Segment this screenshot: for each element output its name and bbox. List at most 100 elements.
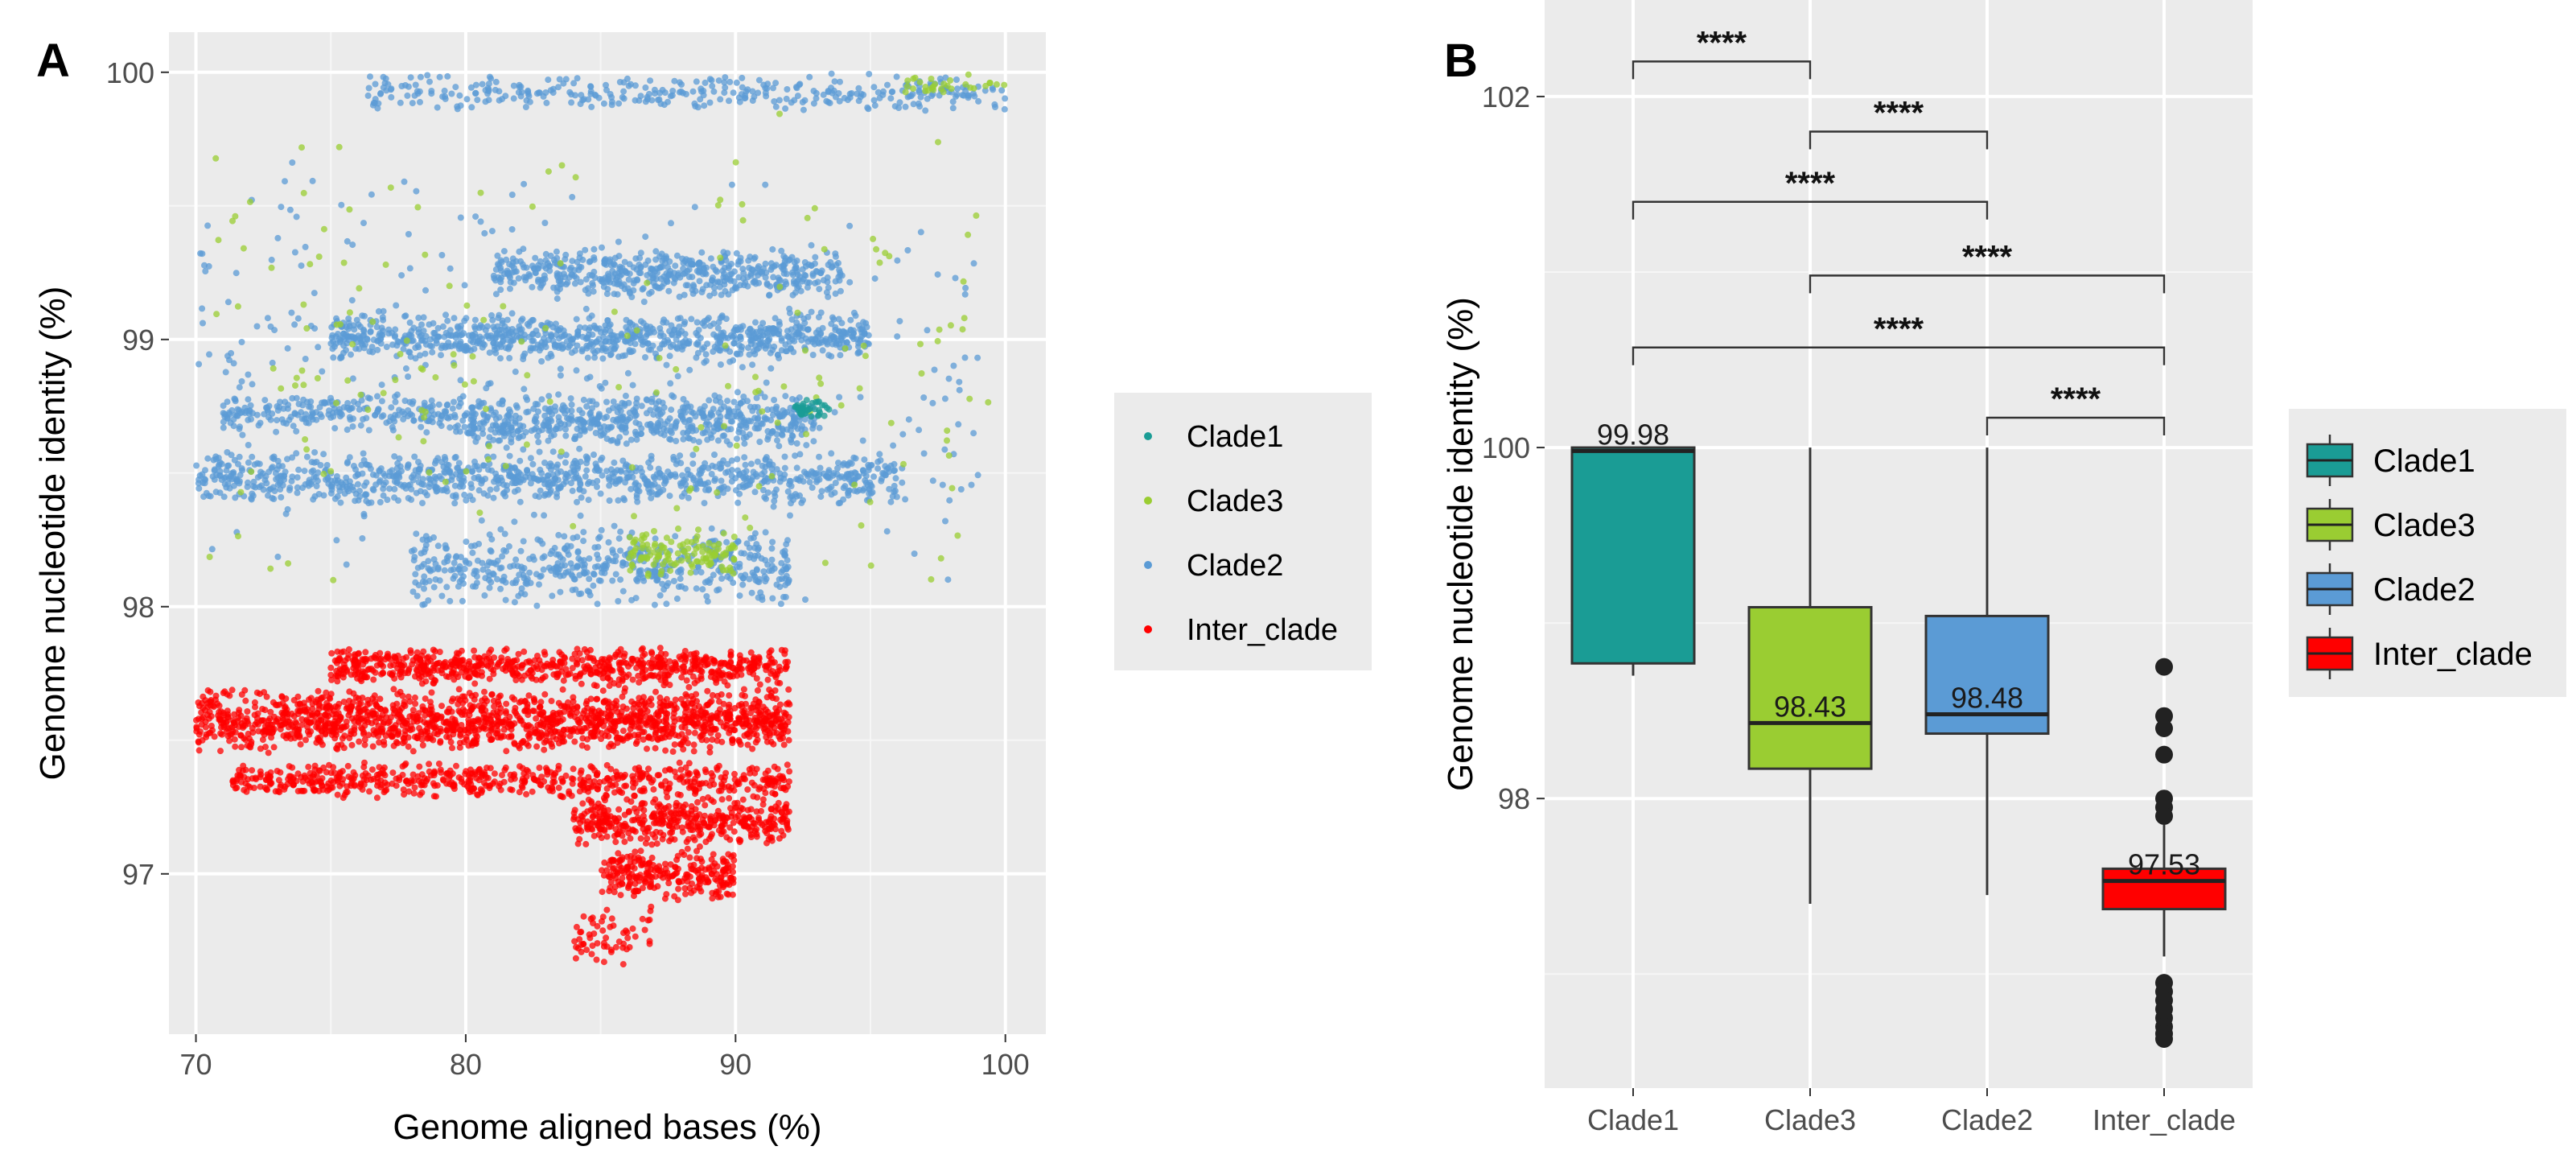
data-point (239, 467, 246, 474)
data-point (492, 86, 499, 93)
data-point (269, 359, 276, 366)
data-point (703, 558, 710, 565)
data-point (327, 468, 335, 475)
data-point (627, 340, 634, 347)
data-point (711, 284, 718, 291)
data-point (365, 427, 372, 434)
data-point (460, 474, 467, 481)
data-point (298, 367, 306, 374)
data-point (640, 320, 647, 327)
data-point (659, 472, 666, 479)
data-point (855, 473, 862, 480)
data-point (803, 442, 810, 449)
data-point (446, 424, 454, 431)
data-point (478, 400, 485, 407)
data-point (459, 393, 467, 400)
data-point (344, 426, 351, 433)
data-point (580, 488, 587, 495)
data-point (596, 534, 603, 541)
data-point (796, 451, 804, 458)
data-point (699, 286, 706, 293)
data-point (305, 419, 312, 427)
data-point (409, 588, 417, 596)
data-point (959, 92, 966, 99)
data-point (536, 581, 542, 588)
data-point (687, 484, 694, 492)
data-point (245, 442, 252, 448)
data-point (602, 338, 609, 345)
data-point (924, 327, 931, 334)
data-point (466, 429, 473, 435)
data-point (346, 309, 353, 316)
data-point (204, 455, 212, 462)
data-point (508, 192, 516, 198)
data-point (677, 575, 684, 583)
data-point (739, 216, 747, 224)
data-point (886, 253, 893, 260)
data-point (947, 76, 954, 84)
data-point (582, 324, 589, 332)
data-point (535, 439, 542, 446)
data-point (459, 597, 466, 604)
data-point (828, 353, 835, 360)
data-point (603, 86, 610, 93)
data-point (344, 400, 352, 406)
data-point (313, 483, 320, 489)
data-point (569, 587, 576, 594)
data-point (288, 309, 295, 316)
data-point (623, 475, 631, 481)
data-point (736, 592, 743, 600)
data-point (733, 79, 740, 86)
data-point (442, 478, 449, 485)
data-point (600, 100, 607, 107)
data-point (289, 394, 296, 402)
data-point (253, 323, 261, 330)
data-point (463, 468, 470, 475)
data-point (295, 466, 302, 473)
data-point (770, 411, 776, 419)
data-point (710, 428, 717, 435)
data-point (446, 282, 453, 290)
data-point (975, 97, 982, 105)
data-point (446, 468, 453, 476)
data-point (345, 315, 352, 322)
data-point (714, 489, 721, 496)
data-point (887, 498, 895, 505)
data-point (773, 431, 780, 438)
data-point (238, 377, 245, 385)
data-point (331, 425, 339, 432)
data-point (676, 293, 683, 300)
data-point (929, 477, 936, 484)
data-point (782, 105, 789, 112)
data-point (602, 326, 609, 333)
data-point (236, 425, 243, 432)
data-point (961, 291, 969, 298)
data-point (836, 474, 843, 481)
data-point (599, 472, 606, 479)
data-point (953, 76, 960, 83)
data-point (291, 249, 298, 256)
data-point (368, 191, 375, 198)
data-point (961, 315, 968, 322)
data-point (565, 344, 572, 351)
data-point (541, 339, 549, 346)
data-point (924, 87, 932, 94)
data-point (916, 427, 923, 434)
data-point (408, 485, 415, 493)
data-point (308, 459, 315, 466)
data-point (799, 332, 806, 339)
data-point (870, 235, 877, 242)
data-point (786, 305, 793, 312)
data-point (422, 533, 430, 540)
data-point (376, 467, 383, 474)
data-point (809, 425, 817, 432)
data-point (267, 416, 274, 423)
data-point (439, 323, 446, 330)
data-point (441, 468, 448, 476)
data-point (947, 322, 954, 329)
data-point (614, 333, 621, 340)
data-point (434, 104, 441, 111)
data-point (647, 422, 653, 429)
data-point (614, 467, 621, 474)
data-point (792, 265, 800, 272)
